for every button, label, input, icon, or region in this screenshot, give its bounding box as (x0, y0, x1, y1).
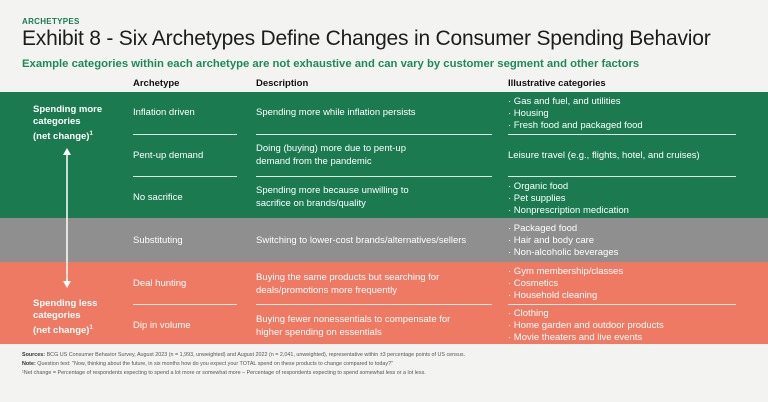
row-divider (256, 134, 492, 135)
row-divider (133, 134, 237, 135)
footnote-sources: Sources: BCG US Consumer Behavior Survey… (22, 352, 466, 358)
column-header-description: Description (256, 78, 309, 89)
side-label-line: Spending less (33, 298, 98, 309)
row-divider (508, 176, 736, 177)
column-header-categories: Illustrative categories (508, 78, 606, 89)
band-substituting (0, 218, 768, 262)
description-line: Spending more because unwilling to (256, 185, 409, 196)
category-item: · Household cleaning (508, 290, 598, 301)
category-item: · Gas and fuel, and utilities (508, 96, 621, 107)
category-item: · Nonprescription medication (508, 205, 629, 216)
footnote-net-change: ¹Net change = Percentage of respondents … (22, 370, 426, 376)
description-line: sacrifice on brands/quality (256, 198, 366, 209)
row-divider (256, 304, 492, 305)
band-spending-less (0, 262, 768, 344)
category-item: · Housing (508, 108, 549, 119)
description-line: Spending more while inflation persists (256, 107, 416, 118)
band-spending-more (0, 92, 768, 218)
archetype-dip-in-volume: Dip in volume (133, 320, 191, 331)
category-item: · Clothing (508, 308, 549, 319)
page-subtitle: Example categories within each archetype… (22, 58, 640, 70)
description-line: Switching to lower-cost brands/alternati… (256, 235, 467, 246)
category-item: · Cosmetics (508, 278, 559, 289)
row-divider (256, 176, 492, 177)
column-header-archetype: Archetype (133, 78, 180, 89)
category-item: · Home garden and outdoor products (508, 320, 664, 331)
row-divider (508, 304, 736, 305)
archetype-substituting: Substituting (133, 235, 183, 246)
footnote-note: Note: Question text: "Now, thinking abou… (22, 361, 394, 367)
category-item: · Movie theaters and live events (508, 332, 643, 343)
description-line: demand from the pandemic (256, 156, 372, 167)
category-item: · Fresh food and packaged food (508, 120, 643, 131)
side-label-line: Spending more (33, 104, 103, 115)
archetype-inflation-driven: Inflation driven (133, 107, 195, 118)
category-item: · Packaged food (508, 223, 578, 234)
side-label-line: categories (33, 116, 81, 127)
category-item: · Hair and body care (508, 235, 595, 246)
description-line: Buying the same products but searching f… (256, 272, 440, 283)
side-label-line: (net change)1 (33, 131, 93, 143)
category-item: Leisure travel (e.g., flights, hotel, an… (508, 150, 700, 161)
description-line: deals/promotions more frequently (256, 285, 397, 296)
side-label-spending-less: Spending less categories (net change)1 (33, 298, 97, 337)
description-line: Doing (buying) more due to pent-up (256, 143, 406, 154)
category-item: · Gym membership/classes (508, 266, 624, 277)
category-item: · Pet supplies (508, 193, 566, 204)
description-line: higher spending on essentials (256, 327, 382, 338)
exhibit-kicker: ARCHETYPES (22, 17, 80, 26)
side-label-line: (net change)1 (33, 325, 93, 337)
row-divider (133, 304, 237, 305)
side-label-line: categories (33, 310, 81, 321)
archetype-no-sacrifice: No sacrifice (133, 192, 183, 203)
side-label-spending-more: Spending more categories (net change)1 (33, 104, 102, 143)
category-item: · Non-alcoholic beverages (508, 247, 619, 258)
description-line: Buying fewer nonessentials to compensate… (256, 314, 451, 325)
archetype-deal-hunting: Deal hunting (133, 278, 187, 289)
archetype-pent-up-demand: Pent-up demand (133, 150, 204, 161)
category-item: · Organic food (508, 181, 569, 192)
page-title: Exhibit 8 - Six Archetypes Define Change… (22, 27, 711, 50)
row-divider (133, 176, 237, 177)
row-divider (508, 134, 736, 135)
double-arrow-icon (63, 148, 71, 288)
